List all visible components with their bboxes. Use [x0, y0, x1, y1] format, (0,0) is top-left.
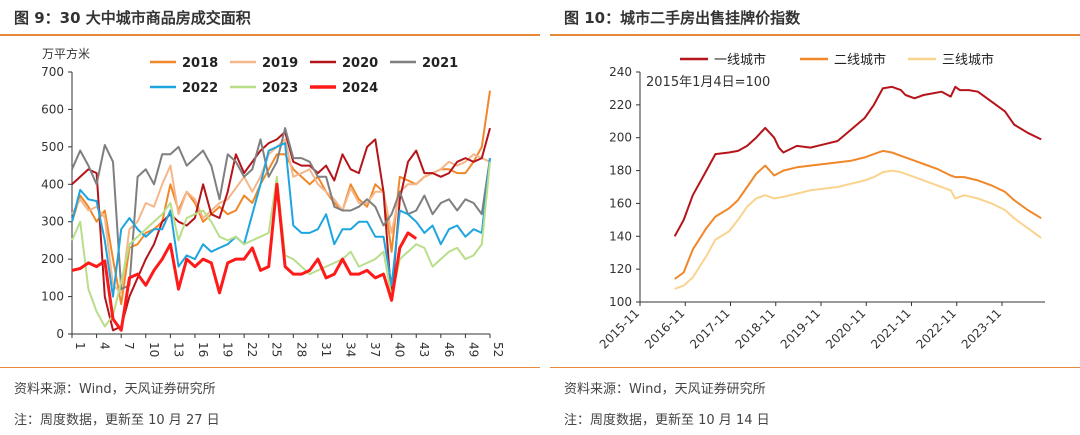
x-tick-label: 2015-11 [597, 306, 642, 351]
x-tick-label: 34 [343, 342, 357, 357]
chart-panel-left: 图 9：30 大中城市商品房成交面积 万平方米 0 100 200 300 400 500 6… [0, 0, 540, 428]
y-axis-label: 万平方米 [42, 46, 90, 61]
x-tick-label: 7 [122, 342, 136, 350]
y-tick-label: 160 [609, 196, 632, 210]
source-text: 资料来源：Wind，天风证券研究所 [564, 382, 766, 397]
divider-line [550, 367, 1080, 368]
y-tick-label: 700 [41, 65, 64, 79]
x-tick-label: 19 [221, 342, 235, 357]
x-tick-label: 2022-11 [914, 306, 959, 351]
chart-title: 图 9：30 大中城市商品房成交面积 [14, 9, 251, 27]
series-line-2018 [71, 90, 491, 306]
y-tick-label: 100 [609, 295, 632, 309]
x-tick-label: 10 [147, 342, 161, 357]
x-tick-label: 22 [245, 342, 259, 357]
x-tick-label: 31 [319, 342, 333, 357]
y-tick-label: 200 [41, 252, 64, 266]
source-text: 资料来源：Wind，天风证券研究所 [14, 382, 216, 397]
x-tick-label: 25 [270, 342, 284, 357]
y-tick-label: 600 [41, 102, 64, 116]
y-tick-label: 200 [609, 131, 632, 145]
series-line-二线城市 [674, 149, 1042, 280]
y-tick-label: 240 [609, 65, 632, 79]
y-tick-label: 120 [609, 262, 632, 276]
chart-panel-right: 图 10：城市二手房出售挂牌价指数 100 120 140 160 180 200 220 2… [550, 0, 1080, 435]
x-tick-label: 43 [417, 342, 431, 357]
note-text: 注：周度数据，更新至 10 月 14 日 [564, 413, 770, 428]
legend-label-2018: 2018 [182, 56, 218, 71]
legend-label-2022: 2022 [182, 81, 218, 96]
title-bar: 图 9：30 大中城市商品房成交面积 [0, 0, 540, 36]
x-tick-label: 2018-11 [733, 306, 778, 351]
legend-label-2020: 2020 [342, 56, 378, 71]
x-tick-label: 2017-11 [687, 306, 732, 351]
y-tick-label: 140 [609, 229, 632, 243]
legend-label-三线城市: 三线城市 [942, 52, 994, 68]
x-tick-label: 2016-11 [642, 306, 687, 351]
x-tick-label: 46 [442, 342, 456, 357]
legend-label-二线城市: 二线城市 [834, 52, 886, 68]
x-tick-label: 13 [171, 342, 185, 357]
y-tick-label: 400 [41, 177, 64, 191]
x-tick-label: 37 [368, 342, 382, 357]
y-tick-label: 0 [56, 327, 64, 341]
x-tick-label: 2020-11 [823, 306, 868, 351]
y-tick-label: 300 [41, 215, 64, 229]
x-tick-label: 28 [294, 342, 308, 357]
sales-area-chart: 万平方米 0 100 200 300 400 500 600 700 1 4 7 10 13 16 19 22 2… [41, 46, 505, 357]
series-line-2024 [71, 182, 418, 332]
x-tick-label: 4 [98, 342, 112, 350]
legend-label-2019: 2019 [262, 56, 298, 71]
series-line-2020 [71, 127, 491, 332]
divider-line [0, 367, 540, 368]
x-tick-label: 40 [393, 342, 407, 357]
x-tick-label: 49 [466, 342, 480, 357]
series-line-三线城市 [674, 169, 1042, 290]
chart-title: 图 10：城市二手房出售挂牌价指数 [564, 9, 801, 27]
series-line-一线城市 [673, 85, 1042, 237]
x-tick-label: 16 [196, 342, 210, 357]
legend-label-一线城市: 一线城市 [714, 52, 766, 68]
y-tick-label: 220 [609, 98, 632, 112]
title-bar: 图 10：城市二手房出售挂牌价指数 [550, 0, 1080, 36]
legend-label-2024: 2024 [342, 81, 378, 96]
annotation: 2015年1月4日=100 [646, 75, 770, 90]
x-tick-label: 2019-11 [778, 306, 823, 351]
x-tick-label: 1 [73, 342, 87, 350]
x-tick-label: 2023-11 [959, 306, 1004, 351]
legend-label-2023: 2023 [262, 81, 298, 96]
note-text: 注：周度数据，更新至 10 月 27 日 [14, 413, 220, 428]
y-tick-label: 500 [41, 140, 64, 154]
x-tick-label: 52 [491, 342, 505, 357]
legend-label-2021: 2021 [422, 56, 458, 71]
y-tick-label: 100 [41, 290, 64, 304]
x-tick-label: 2021-11 [868, 306, 913, 351]
y-tick-label: 180 [609, 164, 632, 178]
series-line-2023 [71, 161, 491, 328]
